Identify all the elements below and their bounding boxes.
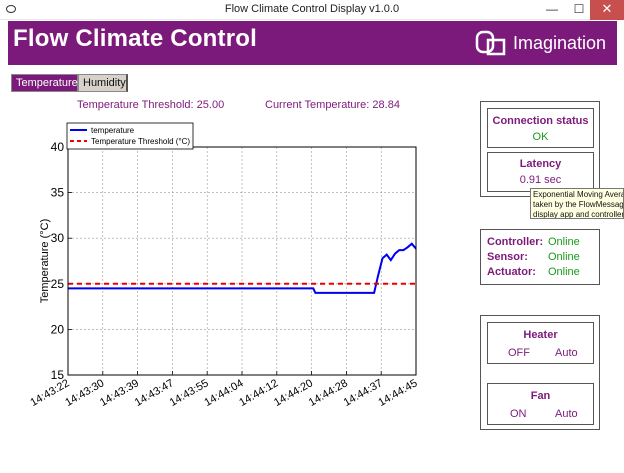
- window-titlebar: Flow Climate Control Display v1.0.0 — ☐ …: [0, 0, 624, 20]
- tooltip-line: taken by the FlowMessag: [533, 200, 624, 209]
- x-tick-label: 14:44:28: [307, 377, 350, 409]
- fan-box: Fan ON Auto: [487, 383, 594, 425]
- latency-title: Latency: [519, 158, 562, 170]
- threshold-label: Temperature Threshold:: [77, 99, 194, 111]
- fan-mode: Auto: [555, 408, 578, 420]
- x-tick-label: 14:44:04: [202, 377, 245, 409]
- y-tick-label: 30: [51, 231, 65, 245]
- connection-panel: Connection status OK Latency 0.91 sec: [480, 101, 600, 197]
- close-button[interactable]: ✕: [590, 0, 624, 20]
- temperature-chart: 15202530354014:43:2214:43:3014:43:3914:4…: [28, 122, 420, 409]
- app-eye-icon: [6, 5, 16, 13]
- legend-label-temperature: temperature: [91, 126, 135, 135]
- chart-legend: temperature Temperature Threshold (°C): [66, 122, 194, 150]
- fan-state: ON: [510, 408, 527, 420]
- heater-state: OFF: [508, 347, 530, 359]
- x-tick-label: 14:43:30: [63, 377, 106, 409]
- x-tick-label: 14:43:55: [168, 377, 211, 409]
- logo-text: Imagination: [513, 33, 607, 53]
- current-temp-readout: Current Temperature: 28.84: [265, 99, 400, 111]
- x-tick-label: 14:44:20: [272, 377, 315, 409]
- y-tick-label: 40: [51, 140, 65, 154]
- window-title: Flow Climate Control Display v1.0.0: [224, 3, 400, 15]
- x-tick-label: 14:44:12: [237, 377, 280, 409]
- threshold-readout: Temperature Threshold: 25.00: [77, 99, 224, 111]
- heater-box: Heater OFF Auto: [487, 322, 594, 364]
- actuator-panel: Heater OFF Auto Fan ON Auto: [480, 315, 600, 430]
- device-status-panel: Controller: Online Sensor: Online Actuat…: [480, 229, 600, 285]
- y-axis-label: Temperature (°C): [39, 219, 51, 303]
- app-heading: Flow Climate Control: [13, 25, 257, 52]
- threshold-value: 25.00: [196, 99, 225, 111]
- actuator-label: Actuator:: [487, 266, 536, 278]
- current-temp-value: 28.84: [372, 99, 400, 111]
- x-tick-label: 14:44:37: [342, 377, 385, 409]
- tooltip-line: display app and controller: [533, 210, 624, 219]
- heater-title: Heater: [523, 329, 558, 341]
- sensor-label: Sensor:: [487, 251, 528, 263]
- maximize-button[interactable]: ☐: [573, 2, 585, 16]
- connection-status-box: Connection status OK: [487, 108, 594, 148]
- heater-mode: Auto: [555, 347, 578, 359]
- plot-frame: [67, 146, 417, 376]
- tab-temperature[interactable]: Temperature: [11, 74, 78, 92]
- controller-label: Controller:: [487, 236, 544, 248]
- latency-value: 0.91 sec: [519, 174, 562, 186]
- connection-status-title: Connection status: [492, 115, 589, 127]
- minimize-button[interactable]: —: [546, 2, 558, 16]
- y-tick-label: 25: [51, 277, 65, 291]
- header-banner: Flow Climate Control Imagination: [8, 21, 617, 65]
- current-temp-label: Current Temperature:: [265, 99, 370, 111]
- connection-status-value: OK: [532, 131, 549, 143]
- latency-box[interactable]: Latency 0.91 sec: [487, 152, 594, 192]
- latency-tooltip: Exponential Moving Avera taken by the Fl…: [530, 188, 624, 219]
- y-tick-label: 20: [51, 322, 65, 336]
- x-tick-label: 14:44:45: [376, 377, 419, 409]
- imagination-logo-icon: [475, 30, 506, 56]
- legend-label-threshold: Temperature Threshold (°C): [91, 137, 190, 146]
- y-tick-label: 35: [51, 186, 65, 200]
- series-line-0: [68, 242, 417, 294]
- controller-status: Online: [548, 236, 580, 248]
- sensor-status: Online: [548, 251, 580, 263]
- x-tick-label: 14:43:39: [98, 377, 141, 409]
- tooltip-line: Exponential Moving Avera: [533, 190, 624, 199]
- tab-humidity[interactable]: Humidity: [78, 74, 128, 92]
- x-tick-label: 14:43:47: [133, 377, 176, 409]
- actuator-status: Online: [548, 266, 580, 278]
- y-tick-label: 15: [51, 368, 65, 382]
- fan-title: Fan: [530, 390, 551, 402]
